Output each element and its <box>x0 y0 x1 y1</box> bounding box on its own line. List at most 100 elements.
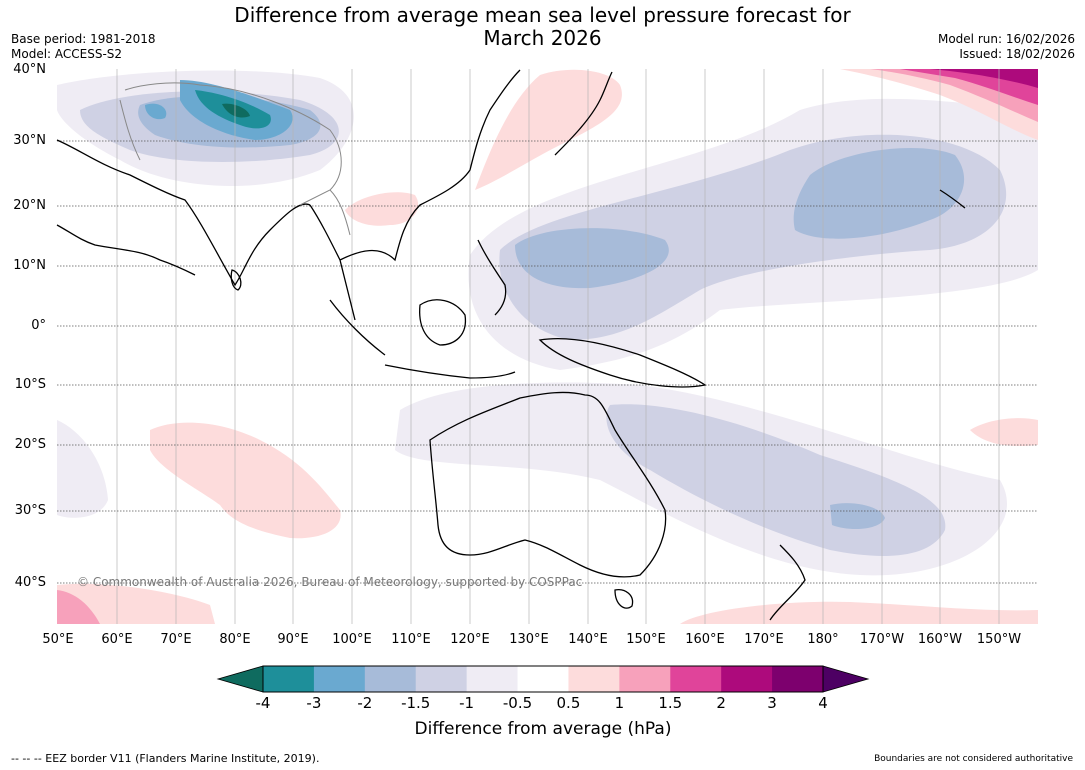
coast-east-asia <box>309 69 521 321</box>
border-himalaya <box>124 82 342 206</box>
coast-new-zealand <box>769 544 806 621</box>
colorbar-tick-label: -1.5 <box>401 694 431 712</box>
coastlines <box>56 69 966 621</box>
lat-label: 10°N <box>13 258 46 273</box>
colorbar-tick-label: -3 <box>306 694 322 712</box>
colorbar-tick-label: -4 <box>255 694 271 712</box>
eez-legend: -- -- -- EEZ border V11 (Flanders Marine… <box>11 752 320 765</box>
lon-label: 180° <box>807 632 839 647</box>
colorbar-segments <box>216 665 870 693</box>
boundaries-disclaimer: Boundaries are not considered authoritat… <box>874 754 1073 764</box>
lon-label: 170°E <box>744 632 784 647</box>
colorbar-tick-label: 4 <box>818 694 828 712</box>
colorbar-segment <box>313 666 366 692</box>
colorbar-tick-label: 2 <box>716 694 726 712</box>
lat-label: 40°S <box>14 575 46 590</box>
country-borders <box>119 82 351 236</box>
coast-borneo <box>419 299 467 346</box>
coast-philippines <box>477 239 507 316</box>
lat-label: 30°S <box>14 503 46 518</box>
shade-strong-negative-west-tibet <box>145 103 167 120</box>
lon-label: 170°W <box>859 632 905 647</box>
shade-positive-south <box>680 601 1038 624</box>
coast-hawaii <box>939 189 966 209</box>
coast-australia <box>429 391 667 578</box>
map-title-line2: March 2026 <box>483 26 602 50</box>
coast-new-guinea <box>538 338 707 388</box>
lon-label: 80°E <box>219 632 251 647</box>
latitude-gridlines <box>57 140 1038 584</box>
colorbar-tick-label: 3 <box>767 694 777 712</box>
model-name: Model: ACCESS-S2 <box>11 47 123 61</box>
colorbar-segment <box>619 666 671 692</box>
colorbar-segment <box>670 666 722 692</box>
shade-positive-southwest <box>57 583 215 624</box>
lon-label: 120°E <box>450 632 490 647</box>
lat-label: 10°S <box>14 377 46 392</box>
colorbar-tick-label: 1.5 <box>658 694 683 712</box>
longitude-gridlines <box>116 69 1000 624</box>
base-period: Base period: 1981-2018 <box>11 32 156 46</box>
colorbar-segment <box>517 666 569 692</box>
shade-positive-japan <box>475 69 622 190</box>
lat-label: 20°S <box>14 437 46 452</box>
shade-negative-south-pacific <box>830 503 885 530</box>
colorbar-segment <box>364 666 417 692</box>
coast-arabia <box>56 224 196 276</box>
lon-label: 100°E <box>332 632 372 647</box>
colorbar-tick-label: -2 <box>357 694 373 712</box>
colorbar-label: Difference from average (hPa) <box>414 719 672 739</box>
lon-label: 90°E <box>277 632 309 647</box>
coast-sri-lanka <box>230 269 242 291</box>
map-title-line1: Difference from average mean sea level p… <box>234 3 851 27</box>
border-pakistan <box>119 99 141 161</box>
colorbar-outline <box>262 665 824 693</box>
shade-negative-philippine-sea <box>515 228 669 289</box>
shade-positive-north-pacific-4 <box>930 69 1038 88</box>
meta-left: Base period: 1981-2018 Model: ACCESS-S2 <box>11 32 156 62</box>
lon-label: 70°E <box>160 632 192 647</box>
lon-label: 110°E <box>391 632 431 647</box>
lat-label: 0° <box>31 318 46 333</box>
shade-positive-east <box>970 418 1038 447</box>
copyright-notice: © Commonwealth of Australia 2026, Bureau… <box>77 575 583 589</box>
shade-weak-negative-west <box>57 420 108 518</box>
meta-right: Model run: 16/02/2026 Issued: 18/02/2026 <box>938 32 1075 62</box>
lon-label: 60°E <box>101 632 133 647</box>
colorbar-segment <box>721 666 773 692</box>
map-title: Difference from average mean sea level p… <box>220 4 865 50</box>
lon-label: 160°E <box>685 632 725 647</box>
lat-label: 30°N <box>13 133 46 148</box>
lat-label: 20°N <box>13 198 46 213</box>
colorbar-tick-label: -1 <box>459 694 475 712</box>
shade-positive-southwest-strong <box>57 590 100 624</box>
issued-date: Issued: 18/02/2026 <box>959 47 1075 61</box>
colorbar-segment <box>772 666 824 692</box>
coast-india <box>56 139 311 287</box>
shade-positive-south-china <box>345 192 419 226</box>
lon-label: 50°E <box>42 632 74 647</box>
colorbar-segment <box>415 666 468 692</box>
coast-japan <box>554 71 613 156</box>
colorbar-tick-label: 0.5 <box>556 694 581 712</box>
lon-label: 140°E <box>568 632 608 647</box>
lon-label: 130°E <box>509 632 549 647</box>
model-run: Model run: 16/02/2026 <box>937 32 1075 46</box>
coast-indonesia <box>329 299 516 379</box>
colorbar-extend-low <box>216 665 264 693</box>
colorbar-segment <box>263 666 315 692</box>
coast-tasmania <box>614 589 634 609</box>
colorbar-extend-high <box>822 665 870 693</box>
lat-label: 40°N <box>13 62 46 77</box>
colorbar-segment <box>568 666 620 692</box>
anomaly-shading <box>57 69 1038 624</box>
lon-label: 150°E <box>626 632 666 647</box>
shade-negative-hawaii <box>793 147 965 239</box>
border-myanmar <box>329 189 351 236</box>
colorbar-segment <box>466 666 519 692</box>
colorbar-tick-label: -0.5 <box>502 694 533 712</box>
lon-label: 150°W <box>976 632 1022 647</box>
shade-extreme-negative-tibet <box>222 103 250 118</box>
